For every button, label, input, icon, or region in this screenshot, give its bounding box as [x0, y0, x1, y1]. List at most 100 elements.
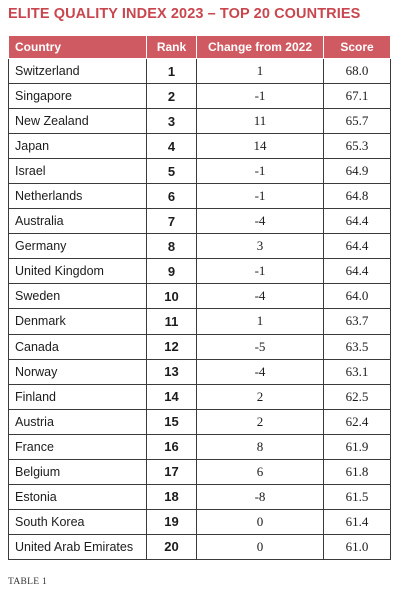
country-cell: Israel — [8, 158, 147, 185]
table-row: France 16 8 61.9 — [8, 433, 391, 460]
country-cell: United Kingdom — [8, 258, 147, 285]
score-cell: 64.4 — [323, 233, 391, 260]
score-cell: 64.9 — [323, 158, 391, 185]
table-row: Australia 7 -4 64.4 — [8, 208, 391, 235]
table-row: Singapore 2 -1 67.1 — [8, 83, 391, 110]
table-row: Sweden 10 -4 64.0 — [8, 283, 391, 310]
score-cell: 67.1 — [323, 83, 391, 110]
rank-cell: 1 — [146, 57, 197, 85]
table-row: United Kingdom 9 -1 64.4 — [8, 258, 391, 285]
table-row: Japan 4 14 65.3 — [8, 133, 391, 160]
table-row: Israel 5 -1 64.9 — [8, 158, 391, 185]
rank-cell: 6 — [146, 183, 197, 210]
table-row: United Arab Emirates 20 0 61.0 — [8, 533, 391, 560]
country-cell: Australia — [8, 208, 147, 235]
table-title: ELITE QUALITY INDEX 2023 – TOP 20 COUNTR… — [8, 6, 361, 22]
rank-cell: 15 — [146, 408, 197, 435]
country-cell: Denmark — [8, 308, 147, 335]
change-cell: -1 — [196, 158, 324, 185]
score-cell: 64.4 — [323, 208, 391, 235]
rank-cell: 20 — [146, 533, 197, 560]
change-cell: 0 — [196, 508, 324, 535]
rank-cell: 12 — [146, 333, 197, 360]
country-cell: South Korea — [8, 508, 147, 535]
country-cell: Estonia — [8, 483, 147, 510]
change-cell: -1 — [196, 83, 324, 110]
table-header-row: Country Rank Change from 2022 Score — [8, 35, 391, 59]
table-row: Norway 13 -4 63.1 — [8, 358, 391, 385]
score-cell: 61.9 — [323, 433, 391, 460]
change-cell: -4 — [196, 358, 324, 385]
rank-cell: 3 — [146, 108, 197, 135]
score-cell: 62.5 — [323, 383, 391, 410]
score-cell: 61.4 — [323, 508, 391, 535]
score-cell: 61.5 — [323, 483, 391, 510]
country-cell: Germany — [8, 233, 147, 260]
country-cell: Singapore — [8, 83, 147, 110]
table-row: Austria 15 2 62.4 — [8, 408, 391, 435]
score-cell: 65.7 — [323, 108, 391, 135]
column-header-score: Score — [323, 35, 391, 59]
country-cell: France — [8, 433, 147, 460]
column-header-change: Change from 2022 — [196, 35, 324, 59]
change-cell: 6 — [196, 458, 324, 485]
change-cell: 1 — [196, 308, 324, 335]
score-cell: 63.7 — [323, 308, 391, 335]
country-cell: United Arab Emirates — [8, 533, 147, 560]
country-cell: Austria — [8, 408, 147, 435]
country-cell: New Zealand — [8, 108, 147, 135]
rank-cell: 7 — [146, 208, 197, 235]
change-cell: 0 — [196, 533, 324, 560]
table-row: Netherlands 6 -1 64.8 — [8, 183, 391, 210]
change-cell: -8 — [196, 483, 324, 510]
table-row: Estonia 18 -8 61.5 — [8, 483, 391, 510]
rank-cell: 19 — [146, 508, 197, 535]
country-cell: Japan — [8, 133, 147, 160]
rank-cell: 11 — [146, 308, 197, 335]
country-cell: Switzerland — [8, 57, 147, 85]
table-row: Denmark 11 1 63.7 — [8, 308, 391, 335]
change-cell: 2 — [196, 383, 324, 410]
score-cell: 64.0 — [323, 283, 391, 310]
column-header-country: Country — [8, 35, 147, 59]
table-row: Belgium 17 6 61.8 — [8, 458, 391, 485]
change-cell: 8 — [196, 433, 324, 460]
change-cell: 11 — [196, 108, 324, 135]
table-body: Switzerland 1 1 68.0 Singapore 2 -1 67.1 New Zea… — [8, 57, 391, 560]
rank-cell: 13 — [146, 358, 197, 385]
score-cell: 64.4 — [323, 258, 391, 285]
country-cell: Sweden — [8, 283, 147, 310]
rank-cell: 8 — [146, 233, 197, 260]
table-caption: TABLE 1 — [8, 577, 48, 587]
column-header-rank: Rank — [146, 35, 197, 59]
table-row: New Zealand 3 11 65.7 — [8, 108, 391, 135]
change-cell: -1 — [196, 258, 324, 285]
change-cell: -1 — [196, 183, 324, 210]
change-cell: -5 — [196, 333, 324, 360]
change-cell: -4 — [196, 283, 324, 310]
rank-cell: 16 — [146, 433, 197, 460]
score-cell: 63.5 — [323, 333, 391, 360]
rank-cell: 14 — [146, 383, 197, 410]
table-row: South Korea 19 0 61.4 — [8, 508, 391, 535]
score-cell: 62.4 — [323, 408, 391, 435]
rank-cell: 9 — [146, 258, 197, 285]
change-cell: 2 — [196, 408, 324, 435]
country-cell: Finland — [8, 383, 147, 410]
rank-cell: 17 — [146, 458, 197, 485]
table-row: Germany 8 3 64.4 — [8, 233, 391, 260]
score-cell: 63.1 — [323, 358, 391, 385]
score-cell: 68.0 — [323, 57, 391, 85]
ranking-table: Country Rank Change from 2022 Score Swit… — [8, 35, 391, 560]
score-cell: 64.8 — [323, 183, 391, 210]
table-row: Finland 14 2 62.5 — [8, 383, 391, 410]
country-cell: Belgium — [8, 458, 147, 485]
rank-cell: 18 — [146, 483, 197, 510]
score-cell: 61.0 — [323, 533, 391, 560]
rank-cell: 2 — [146, 83, 197, 110]
table-row: Canada 12 -5 63.5 — [8, 333, 391, 360]
table-row: Switzerland 1 1 68.0 — [8, 57, 391, 85]
rank-cell: 4 — [146, 133, 197, 160]
rank-cell: 10 — [146, 283, 197, 310]
country-cell: Netherlands — [8, 183, 147, 210]
